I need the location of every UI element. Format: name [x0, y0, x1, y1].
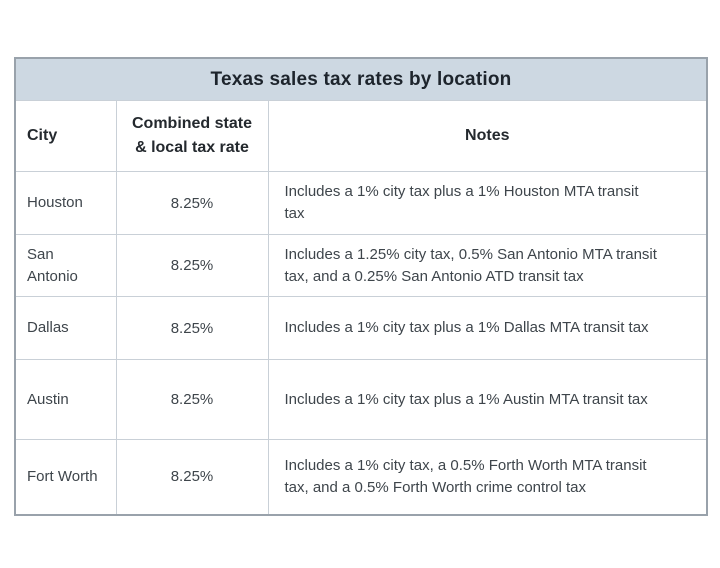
table-row-houston: Houston 8.25% Includes a 1% city tax plu…: [14, 171, 708, 235]
tax-rates-table: Texas sales tax rates by location City C…: [14, 57, 709, 516]
rate-cell: 8.25%: [115, 234, 269, 297]
notes-cell: Includes a 1% city tax plus a 1% Dallas …: [267, 296, 708, 360]
column-header-rate: Combined state & local tax rate: [115, 100, 269, 172]
table-title: Texas sales tax rates by location: [14, 57, 708, 101]
rate-cell: 8.25%: [115, 359, 269, 440]
table-row-dallas: Dallas 8.25% Includes a 1% city tax plus…: [14, 296, 708, 360]
city-cell: San Antonio: [14, 234, 117, 297]
table-row-austin: Austin 8.25% Includes a 1% city tax plus…: [14, 359, 708, 440]
city-cell: Austin: [14, 359, 117, 440]
rate-cell: 8.25%: [115, 439, 269, 515]
notes-cell: Includes a 1.25% city tax, 0.5% San Anto…: [267, 234, 708, 297]
table-title-row: Texas sales tax rates by location: [14, 57, 708, 101]
notes-cell: Includes a 1% city tax, a 0.5% Forth Wor…: [267, 439, 708, 515]
rate-cell: 8.25%: [115, 171, 269, 235]
tax-table-container: Texas sales tax rates by location City C…: [14, 57, 709, 516]
city-cell: Fort Worth: [14, 439, 117, 515]
rate-cell: 8.25%: [115, 296, 269, 360]
notes-cell: Includes a 1% city tax plus a 1% Houston…: [267, 171, 708, 235]
table-row-san-antonio: San Antonio 8.25% Includes a 1.25% city …: [14, 234, 708, 297]
city-cell: Dallas: [14, 296, 117, 360]
table-header-row: City Combined state & local tax rate Not…: [14, 100, 708, 172]
city-cell: Houston: [14, 171, 117, 235]
column-header-notes: Notes: [267, 100, 708, 172]
table-row-fort-worth: Fort Worth 8.25% Includes a 1% city tax,…: [14, 439, 708, 515]
notes-cell: Includes a 1% city tax plus a 1% Austin …: [267, 359, 708, 440]
column-header-city: City: [14, 100, 117, 172]
